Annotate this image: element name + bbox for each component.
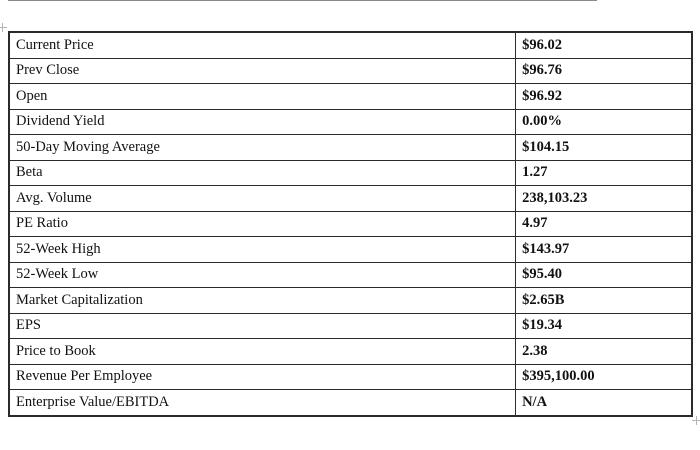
table-row: Open $96.92 (8, 83, 693, 110)
metric-label-cell: 52-Week Low (8, 261, 517, 289)
table-resize-handle-icon[interactable] (692, 416, 700, 425)
metric-label-cell: Current Price (8, 31, 517, 59)
metric-label-cell: PE Ratio (8, 210, 517, 238)
metric-label-cell: Revenue Per Employee (8, 363, 517, 391)
metric-label-cell: 52-Week High (8, 236, 517, 263)
metric-label-cell: Enterprise Value/EBITDA (8, 389, 517, 417)
metric-label-cell: Open (8, 83, 517, 110)
table-row: Enterprise Value/EBITDA N/A (8, 389, 693, 417)
metric-label-cell: Price to Book (8, 338, 517, 365)
metric-value-cell: $104.15 (515, 134, 693, 161)
table-row: 52-Week High $143.97 (8, 236, 693, 263)
table-row: Current Price $96.02 (8, 31, 693, 59)
handle-cross-vertical (696, 416, 697, 425)
metric-value-cell: 1.27 (515, 159, 693, 187)
metric-value-cell: $19.34 (515, 312, 693, 340)
metric-value-cell: 238,103.23 (515, 185, 693, 212)
metric-label-cell: 50-Day Moving Average (8, 134, 517, 161)
metric-value-cell: $95.40 (515, 261, 693, 289)
metric-value-cell: 2.38 (515, 338, 693, 365)
table-row: Beta 1.27 (8, 159, 693, 187)
metric-value-cell: N/A (515, 389, 693, 417)
top-divider-line (8, 0, 597, 1)
handle-cross-vertical (2, 23, 3, 32)
metric-value-cell: $2.65B (515, 287, 693, 314)
metric-value-cell: $96.92 (515, 83, 693, 110)
metric-value-cell: 4.97 (515, 210, 693, 238)
key-statistics-table: Current Price $96.02 Prev Close $96.76 O… (8, 31, 693, 417)
table-row: 50-Day Moving Average $104.15 (8, 134, 693, 161)
metric-value-cell: $96.76 (515, 57, 693, 85)
metric-label-cell: Prev Close (8, 57, 517, 85)
metric-value-cell: $143.97 (515, 236, 693, 263)
key-statistics-table-body: Current Price $96.02 Prev Close $96.76 O… (8, 31, 693, 417)
table-row: PE Ratio 4.97 (8, 210, 693, 238)
metric-value-cell: $96.02 (515, 31, 693, 59)
table-row: 52-Week Low $95.40 (8, 261, 693, 289)
table-row: Market Capitalization $2.65B (8, 287, 693, 314)
handle-cross-horizontal (0, 27, 7, 28)
table-row: Revenue Per Employee $395,100.00 (8, 363, 693, 391)
table-row: Avg. Volume 238,103.23 (8, 185, 693, 212)
table-row: EPS $19.34 (8, 312, 693, 340)
metric-label-cell: Dividend Yield (8, 108, 517, 136)
table-row: Prev Close $96.76 (8, 57, 693, 85)
metric-label-cell: Market Capitalization (8, 287, 517, 314)
table-row: Price to Book 2.38 (8, 338, 693, 365)
metric-label-cell: Beta (8, 159, 517, 187)
metric-label-cell: Avg. Volume (8, 185, 517, 212)
table-move-handle-icon (0, 23, 7, 32)
metric-label-cell: EPS (8, 312, 517, 340)
metric-value-cell: $395,100.00 (515, 363, 693, 391)
table-row: Dividend Yield 0.00% (8, 108, 693, 136)
metric-value-cell: 0.00% (515, 108, 693, 136)
